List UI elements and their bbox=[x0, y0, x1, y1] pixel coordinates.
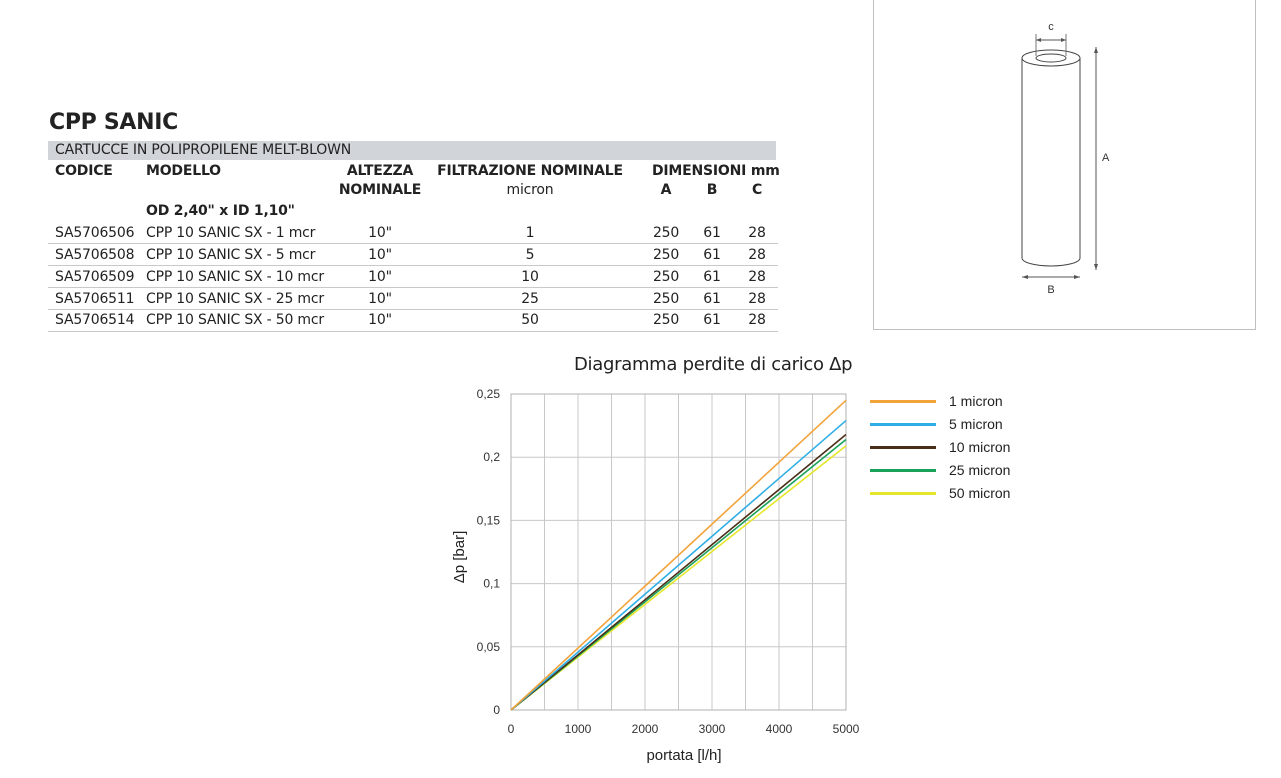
chart-grid bbox=[510, 393, 847, 711]
cell-dim-c: 28 bbox=[748, 291, 766, 307]
cell-altezza: 10" bbox=[368, 312, 392, 328]
cell-dim-c: 28 bbox=[748, 312, 766, 328]
cell-altezza: 10" bbox=[368, 291, 392, 307]
header-dim-b: B bbox=[706, 182, 718, 198]
legend-item: 10 micron bbox=[870, 437, 1070, 457]
row-divider bbox=[48, 265, 778, 266]
cell-altezza: 10" bbox=[368, 247, 392, 263]
legend-label: 50 micron bbox=[949, 485, 1011, 501]
legend-label: 5 micron bbox=[949, 416, 1003, 432]
cell-dim-b: 61 bbox=[703, 291, 721, 307]
cell-codice: SA5706509 bbox=[55, 269, 135, 285]
legend-swatch bbox=[870, 446, 936, 449]
legend-item: 1 micron bbox=[870, 391, 1070, 411]
header-altezza-1: ALTEZZA bbox=[346, 163, 414, 179]
cell-dim-a: 250 bbox=[652, 225, 680, 241]
series-line bbox=[510, 433, 847, 711]
cell-dim-c: 28 bbox=[748, 269, 766, 285]
legend-swatch bbox=[870, 423, 936, 426]
cell-modello: CPP 10 SANIC SX - 50 mcr bbox=[146, 312, 324, 328]
legend-item: 25 micron bbox=[870, 460, 1070, 480]
cell-dim-b: 61 bbox=[703, 225, 721, 241]
cell-codice: SA5706514 bbox=[55, 312, 135, 328]
series-line bbox=[510, 399, 847, 711]
y-axis-label: Δp [bar] bbox=[451, 531, 468, 584]
cell-dim-a: 250 bbox=[652, 269, 680, 285]
cell-dim-a: 250 bbox=[652, 247, 680, 263]
cell-modello: CPP 10 SANIC SX - 5 mcr bbox=[146, 247, 316, 263]
y-tick-label: 0,2 bbox=[483, 450, 500, 464]
header-modello: MODELLO bbox=[146, 163, 221, 179]
cell-codice: SA5706508 bbox=[55, 247, 135, 263]
cell-codice: SA5706511 bbox=[55, 291, 135, 307]
x-tick-label: 1000 bbox=[565, 722, 592, 736]
y-tick-label: 0,25 bbox=[477, 387, 501, 401]
legend-item: 50 micron bbox=[870, 483, 1070, 503]
cell-filtrazione: 5 bbox=[525, 247, 535, 263]
cell-filtrazione: 25 bbox=[521, 291, 539, 307]
y-tick-label: 0,1 bbox=[483, 577, 500, 591]
y-tick-label: 0 bbox=[493, 703, 500, 717]
group-label: OD 2,40" x ID 1,10" bbox=[146, 203, 295, 219]
x-tick-label: 4000 bbox=[766, 722, 793, 736]
cell-filtrazione: 50 bbox=[521, 312, 539, 328]
dim-label-c: c bbox=[1048, 21, 1054, 33]
cartridge-drawing-box: c A B bbox=[873, 0, 1256, 330]
header-altezza-2: NOMINALE bbox=[338, 182, 422, 198]
series-line bbox=[510, 445, 847, 711]
dim-label-a: A bbox=[1102, 152, 1110, 164]
x-axis-label: portata [l/h] bbox=[646, 747, 721, 764]
cell-dim-a: 250 bbox=[652, 291, 680, 307]
header-dim-a: A bbox=[660, 182, 672, 198]
series-line bbox=[510, 419, 847, 711]
cell-codice: SA5706506 bbox=[55, 225, 135, 241]
cell-dim-a: 250 bbox=[652, 312, 680, 328]
cell-dim-b: 61 bbox=[703, 312, 721, 328]
legend-swatch bbox=[870, 492, 936, 495]
cell-dim-b: 61 bbox=[703, 269, 721, 285]
cell-modello: CPP 10 SANIC SX - 1 mcr bbox=[146, 225, 316, 241]
row-divider bbox=[48, 243, 778, 244]
cell-dim-c: 28 bbox=[748, 225, 766, 241]
chart-axes: 0 0,05 0,1 0,15 0,2 0,25 0 1000 2000 3000 4000 5000 bbox=[477, 387, 860, 736]
header-dim-c: C bbox=[751, 182, 763, 198]
cell-altezza: 10" bbox=[368, 225, 392, 241]
chart-title: Diagramma perdite di carico Δp bbox=[574, 354, 853, 375]
header-codice: CODICE bbox=[55, 163, 113, 179]
y-tick-label: 0,05 bbox=[477, 640, 501, 654]
cell-dim-b: 61 bbox=[703, 247, 721, 263]
series-line bbox=[510, 438, 847, 711]
cell-filtrazione: 1 bbox=[525, 225, 535, 241]
legend-swatch bbox=[870, 400, 936, 403]
row-divider bbox=[48, 287, 778, 288]
legend-label: 1 micron bbox=[949, 393, 1003, 409]
header-filtrazione-2: micron bbox=[506, 182, 554, 198]
legend-label: 10 micron bbox=[949, 439, 1011, 455]
header-filtrazione-1: FILTRAZIONE NOMINALE bbox=[437, 163, 623, 179]
cell-modello: CPP 10 SANIC SX - 10 mcr bbox=[146, 269, 324, 285]
x-tick-label: 2000 bbox=[632, 722, 659, 736]
product-subtitle-band: CARTUCCE IN POLIPROPILENE MELT-BLOWN bbox=[48, 141, 776, 160]
x-tick-label: 0 bbox=[508, 722, 515, 736]
cell-dim-c: 28 bbox=[748, 247, 766, 263]
legend-label: 25 micron bbox=[949, 462, 1011, 478]
row-divider bbox=[48, 309, 778, 310]
plot-frame bbox=[510, 393, 847, 711]
legend-swatch bbox=[870, 469, 936, 472]
y-tick-label: 0,15 bbox=[477, 513, 501, 527]
product-subtitle: CARTUCCE IN POLIPROPILENE MELT-BLOWN bbox=[55, 142, 351, 158]
legend-item: 5 micron bbox=[870, 414, 1070, 434]
x-tick-label: 3000 bbox=[699, 722, 726, 736]
cell-altezza: 10" bbox=[368, 269, 392, 285]
cell-modello: CPP 10 SANIC SX - 25 mcr bbox=[146, 291, 324, 307]
chart-series bbox=[510, 399, 847, 711]
dim-label-b: B bbox=[1047, 284, 1054, 296]
cell-filtrazione: 10 bbox=[521, 269, 539, 285]
row-divider bbox=[48, 331, 778, 332]
header-dimensioni: DIMENSIONI mm bbox=[652, 163, 780, 179]
product-title: CPP SANIC bbox=[49, 110, 178, 135]
x-tick-label: 5000 bbox=[833, 722, 860, 736]
cartridge-drawing: c A B bbox=[1021, 21, 1110, 296]
